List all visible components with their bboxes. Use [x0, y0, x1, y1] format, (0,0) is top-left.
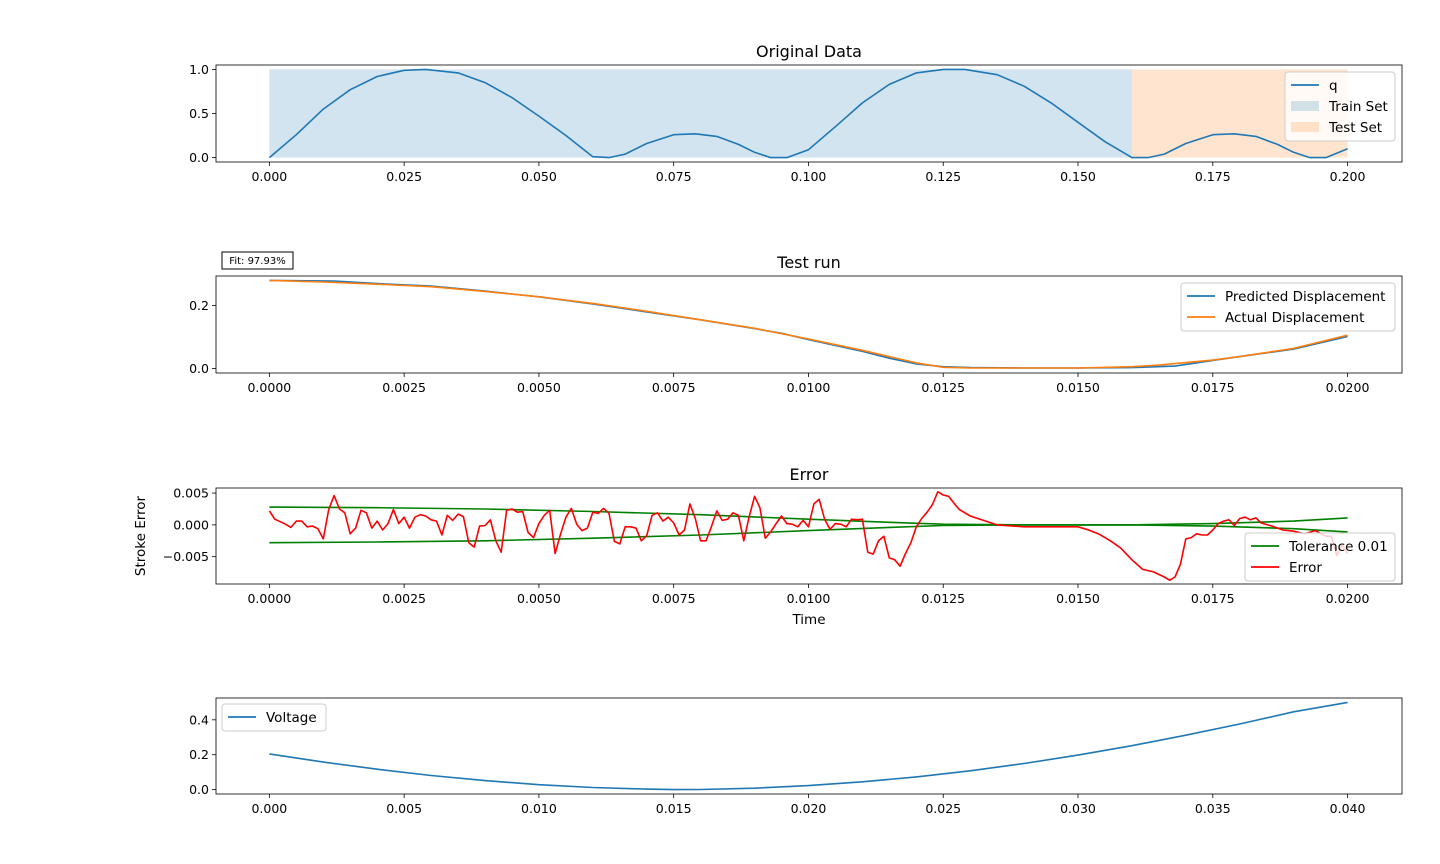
subplot-error: 0.0000 0.0025 0.0050 0.0075 0.0100 0.0125 0.01…: [133, 465, 1403, 628]
y-tick-label: 0.0: [189, 782, 209, 797]
chart-title: Error: [790, 465, 829, 484]
series-voltage: [269, 701, 1348, 791]
y-tick-label: 0.000: [173, 517, 209, 532]
x-tick-label: 0.0150: [1056, 591, 1100, 606]
x-tick-label: 0.0100: [787, 591, 831, 606]
x-tick-label: 0.0150: [1056, 380, 1100, 395]
subplot-original: 0.000 0.025 0.050 0.075 0.100 0.125 0.150 0.175…: [189, 42, 1403, 184]
subplot-voltage: 0.000 0.005 0.010 0.015 0.020 0.025 0.030 0.035…: [189, 697, 1403, 816]
x-tick-label: 0.015: [656, 801, 692, 816]
legend: Predicted Displacement Actual Displacemen…: [1180, 282, 1396, 332]
x-tick-label: 0.0200: [1326, 380, 1370, 395]
x-tick-label: 0.150: [1060, 169, 1096, 184]
x-tick-label: 0.0050: [517, 380, 561, 395]
x-tick-label: 0.0000: [247, 591, 291, 606]
x-tick-label: 0.0200: [1326, 591, 1370, 606]
legend-entry: Error: [1289, 560, 1322, 576]
legend-entry: Voltage: [266, 710, 317, 726]
x-tick-label: 0.025: [925, 801, 961, 816]
fit-annotation: Fit: 97.93%: [229, 256, 285, 267]
y-axis-label: Stroke Error: [133, 495, 149, 576]
x-tick-label: 0.200: [1330, 169, 1366, 184]
y-tick-label: −0.005: [163, 549, 209, 564]
legend-box: [1284, 71, 1396, 142]
x-tick-label: 0.075: [656, 169, 692, 184]
legend-swatch: [1291, 122, 1319, 132]
x-tick-label: 0.030: [1060, 801, 1096, 816]
series-q: [268, 68, 1348, 159]
series-error: [268, 491, 1349, 581]
chart-title: Test run: [776, 253, 840, 272]
legend-box: [1244, 532, 1396, 582]
legend-entry: Train Set: [1328, 99, 1388, 115]
fit-box: [221, 251, 294, 270]
x-tick-label: 0.0000: [247, 380, 291, 395]
legend-entry: q: [1329, 78, 1338, 94]
x-tick-label: 0.0125: [921, 591, 965, 606]
x-tick-label: 0.000: [251, 801, 287, 816]
y-tick-label: 0.2: [189, 298, 209, 313]
y-tick-label: 0.005: [173, 486, 209, 501]
axes-frame: [215, 487, 1403, 585]
x-tick-label: 0.025: [386, 169, 422, 184]
x-tick-label: 0.010: [521, 801, 557, 816]
x-tick-label: 0.100: [791, 169, 827, 184]
series-actual-displacement: [269, 279, 1348, 369]
x-tick-label: 0.020: [791, 801, 827, 816]
legend-swatch: [1291, 101, 1319, 111]
series-tolerance-0-01: [269, 524, 1348, 544]
x-tick-label: 0.050: [521, 169, 557, 184]
axes-frame: [215, 697, 1403, 795]
x-tick-label: 0.0175: [1191, 380, 1235, 395]
x-tick-label: 0.0100: [787, 380, 831, 395]
legend-box: [1180, 282, 1396, 332]
chart-title: Original Data: [756, 42, 862, 61]
x-tick-label: 0.035: [1195, 801, 1231, 816]
series-tolerance-0-01: [269, 506, 1348, 526]
legend-entry: Predicted Displacement: [1225, 289, 1385, 305]
x-tick-label: 0.0025: [382, 591, 426, 606]
legend: q Train Set Test Set: [1284, 71, 1396, 142]
legend-entry: Test Set: [1328, 120, 1382, 136]
span-train-set: [269, 69, 1132, 158]
x-tick-label: 0.0075: [652, 380, 696, 395]
y-tick-label: 0.0: [189, 361, 209, 376]
x-tick-label: 0.005: [386, 801, 422, 816]
x-tick-label: 0.0125: [921, 380, 965, 395]
x-tick-label: 0.0050: [517, 591, 561, 606]
x-tick-label: 0.0025: [382, 380, 426, 395]
subplot-test-run: 0.0000 0.0025 0.0050 0.0075 0.0100 0.0125 0.01…: [189, 251, 1403, 395]
y-tick-label: 1.0: [189, 62, 209, 77]
legend-entry: Tolerance 0.01: [1288, 539, 1388, 555]
legend: Voltage: [221, 703, 327, 732]
x-tick-label: 0.0175: [1191, 591, 1235, 606]
legend-box: [221, 703, 327, 732]
legend-entry: Actual Displacement: [1225, 310, 1364, 326]
x-tick-label: 0.0075: [652, 591, 696, 606]
x-tick-label: 0.175: [1195, 169, 1231, 184]
x-tick-label: 0.000: [251, 169, 287, 184]
x-axis-label: Time: [791, 612, 825, 628]
y-tick-label: 0.4: [189, 712, 209, 727]
x-tick-label: 0.125: [925, 169, 961, 184]
axes-frame: [215, 275, 1403, 374]
y-tick-label: 0.2: [189, 747, 209, 762]
y-tick-label: 0.0: [189, 150, 209, 165]
y-tick-label: 0.5: [189, 106, 209, 121]
legend: Tolerance 0.01 Error: [1244, 532, 1396, 582]
x-tick-label: 0.040: [1330, 801, 1366, 816]
